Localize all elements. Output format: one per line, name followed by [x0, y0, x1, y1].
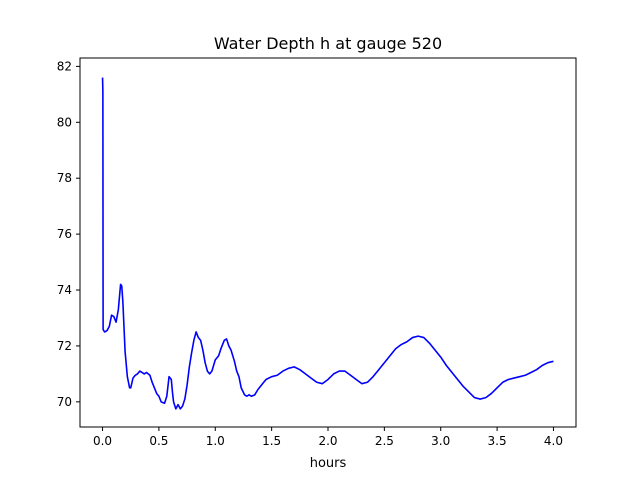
x-axis-label: hours	[310, 456, 347, 471]
x-tick-label: 1.5	[262, 434, 281, 448]
y-tick-label: 74	[57, 283, 72, 297]
x-tick-label: 4.0	[544, 434, 563, 448]
x-tick-label: 2.5	[375, 434, 394, 448]
x-tick-label: 2.0	[318, 434, 337, 448]
y-tick-label: 80	[57, 115, 72, 129]
x-tick-label: 0.0	[93, 434, 112, 448]
x-tick-label: 1.0	[206, 434, 225, 448]
x-axis: 0.0 0.5 1.0 1.5 2.0 2.5 3.0 3.5 4.0	[93, 427, 563, 448]
y-tick-label: 70	[57, 395, 72, 409]
plot-area	[101, 77, 554, 410]
y-tick-label: 76	[57, 227, 72, 241]
series-line-0	[101, 77, 554, 410]
y-tick-label: 82	[57, 59, 72, 73]
chart-title: Water Depth h at gauge 520	[214, 34, 442, 53]
x-tick-label: 3.0	[431, 434, 450, 448]
y-axis: 70 72 74 76 78 80 82	[57, 59, 80, 409]
x-tick-label: 3.5	[488, 434, 507, 448]
y-tick-label: 78	[57, 171, 72, 185]
y-tick-label: 72	[57, 339, 72, 353]
x-tick-label: 0.5	[149, 434, 168, 448]
